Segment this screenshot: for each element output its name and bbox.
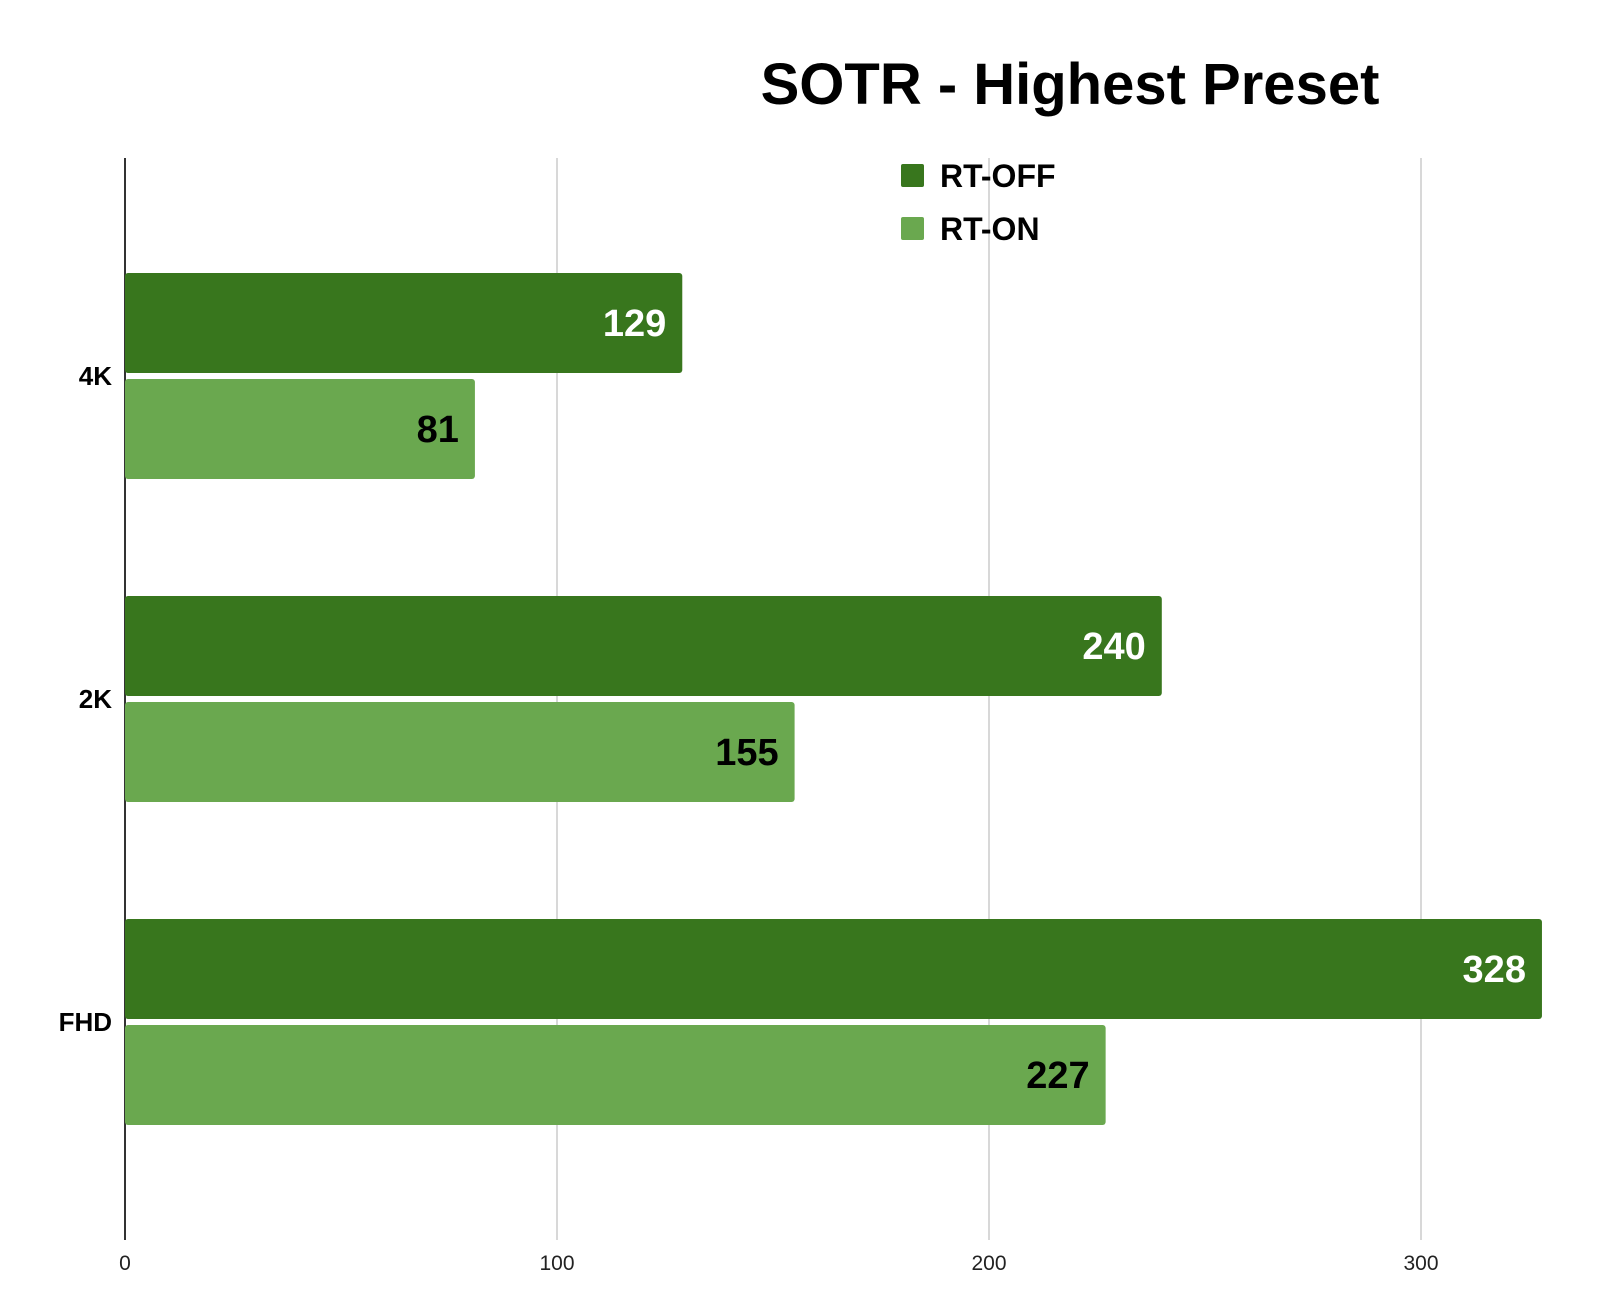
x-tick-label: 100 <box>539 1252 574 1275</box>
bar-value-label: 155 <box>715 732 778 774</box>
x-tick-label: 200 <box>971 1252 1006 1275</box>
category-labels: 4K 2K FHD <box>59 361 113 1037</box>
bar <box>125 596 1162 696</box>
legend-swatch <box>901 164 924 187</box>
x-tick-label: 300 <box>1403 1252 1438 1275</box>
bar-value-label: 328 <box>1463 949 1526 991</box>
data-labels: 129 81 240 155 328 227 <box>417 303 1526 1097</box>
x-tick-label: 0 <box>119 1252 131 1275</box>
legend-label: RT-ON <box>940 211 1040 247</box>
bar-value-label: 240 <box>1082 626 1145 668</box>
legend: RT-OFF RT-ON <box>901 158 1056 247</box>
bar-value-label: 129 <box>603 303 666 345</box>
bar <box>125 1025 1106 1125</box>
category-label: 4K <box>79 361 112 391</box>
x-tick-labels: 0 100 200 300 <box>119 1252 1438 1275</box>
bar <box>125 273 683 373</box>
bar <box>125 379 475 479</box>
bars <box>125 273 1542 1125</box>
bar-value-label: 81 <box>417 409 459 451</box>
category-label: 2K <box>79 684 112 714</box>
legend-swatch <box>901 217 924 240</box>
chart-title: SOTR - Highest Preset <box>761 52 1380 117</box>
legend-label: RT-OFF <box>940 158 1056 194</box>
bar-value-label: 227 <box>1026 1055 1089 1097</box>
category-label: FHD <box>59 1007 112 1037</box>
bar <box>125 702 795 802</box>
bar <box>125 919 1542 1019</box>
